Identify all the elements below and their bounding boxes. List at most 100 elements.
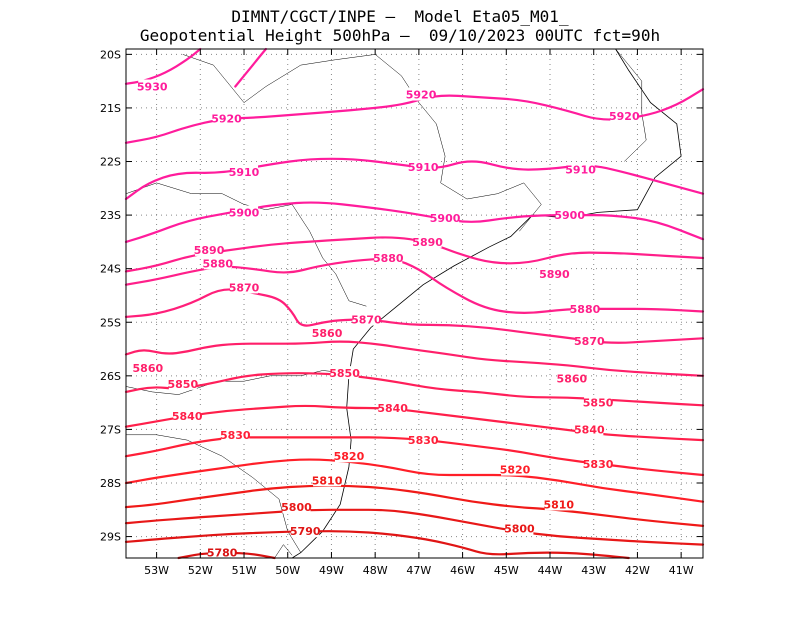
contour-5800 [124,508,705,546]
contour-5890 [124,236,705,273]
contour-label-5870: 5870 [574,335,605,348]
contour-label-5810: 5810 [543,498,574,511]
map-frame [125,48,704,559]
contour-label-5900: 5900 [554,209,585,222]
contour-label-5890: 5890 [194,244,225,257]
contour-5790 [124,530,630,560]
contour-label-5870: 5870 [351,314,382,327]
contour-label-5850: 5850 [329,367,360,380]
y-tick-label: 25S [100,316,121,329]
contour-label-bg [575,334,604,348]
x-tick-label: 46W [450,564,475,577]
contour-label-5850: 5850 [168,378,199,391]
contour-label-5920: 5920 [406,89,437,102]
contour-5930 [124,47,202,85]
x-tick-label: 43W [581,564,606,577]
contour-5860 [124,340,705,377]
contour-label-5840: 5840 [574,423,605,436]
contour-label-bg [431,210,460,224]
contour-label-bg [544,497,573,511]
contour-label-bg [230,165,259,179]
contour-label-5860: 5860 [312,327,343,340]
chart-title-line2: Geopotential Height 500hPa – 09/10/2023 … [139,26,661,45]
contour-label-5900: 5900 [229,206,260,219]
contour-lines [124,47,705,560]
chart-title-line1: DIMNT/CGCT/INPE – Model Eta05_M01_ [231,7,569,26]
contour-label-bg [570,301,599,315]
x-tick-label: 44W [538,564,563,577]
y-tick-label: 23S [100,209,121,222]
contour-label-bg [330,366,359,380]
contour-label-5820: 5820 [334,450,365,463]
contour-label-bg [540,267,569,281]
x-tick-label: 52W [188,564,213,577]
contour-label-5910: 5910 [229,166,260,179]
contour-label-bg [208,545,237,559]
contour-label-bg [555,208,584,222]
contour-label-bg [195,242,224,256]
y-tick-label: 21S [100,102,121,115]
contour-label-5900: 5900 [430,212,461,225]
contour-label-bg [501,462,530,476]
contour-5810 [124,484,705,527]
contour-label-5890: 5890 [539,268,570,281]
contour-label-bg [221,427,250,441]
contour-label-5830: 5830 [220,429,251,442]
y-tick-label: 20S [100,48,121,61]
contour-label-bg [282,500,311,514]
contour-5920 [124,88,705,144]
contour-5820 [124,458,705,503]
contour-labels: 5930 5920 5920 5920 5910 5910 5910 5900 5900 5900… [133,79,640,560]
x-tick-label: 48W [363,564,388,577]
contour-label-bg [407,87,436,101]
contour-label-5860: 5860 [133,362,164,375]
axis-ticks: 53W 52W 51W 50W 49W 48W 47W 46W 45W 44W 43W 42W 41W 2… [100,48,703,577]
contour-label-5860: 5860 [557,373,588,386]
contour-label-bg [575,422,604,436]
contour-5870 [124,288,705,344]
contour-label-bg [505,521,534,535]
contour-label-5810: 5810 [312,474,343,487]
x-tick-label: 42W [625,564,650,577]
contour-label-5820: 5820 [500,464,531,477]
state-border [182,54,542,232]
coastline [291,48,682,559]
contour-label-bg [409,433,438,447]
contour-label-bg [313,325,342,339]
contour-label-bg [168,376,197,390]
contour-label-5880: 5880 [570,303,601,316]
x-tick-label: 53W [144,564,169,577]
contour-label-bg [334,449,363,463]
contour-label-5910: 5910 [408,161,439,174]
x-tick-label: 47W [406,564,431,577]
contour-label-bg [133,360,162,374]
contour-label-bg [413,234,442,248]
x-tick-label: 51W [232,564,257,577]
contour-label-bg [313,473,342,487]
y-tick-label: 27S [100,423,121,436]
contour-5880 [124,257,705,314]
x-tick-label: 41W [669,564,694,577]
state-border [274,544,293,559]
contour-label-5800: 5800 [504,523,535,536]
contour-label-5920: 5920 [609,110,640,123]
state-border [125,370,349,395]
contour-label-bg [566,162,595,176]
state-border [125,182,367,307]
contour-label-bg [584,457,613,471]
contour-label-bg [557,371,586,385]
state-border [615,48,647,162]
contour-label-bg [230,280,259,294]
y-tick-label: 22S [100,156,121,169]
x-tick-label: 50W [275,564,300,577]
contour-label-bg [584,395,613,409]
contour-label-bg [203,256,232,270]
contour-label-bg [230,205,259,219]
contour-label-5890: 5890 [412,236,443,249]
contour-label-bg [138,79,167,93]
contour-label-bg [173,409,202,423]
contour-label-bg [374,250,403,264]
contour-label-5850: 5850 [583,397,614,410]
contour-label-5840: 5840 [377,402,408,415]
